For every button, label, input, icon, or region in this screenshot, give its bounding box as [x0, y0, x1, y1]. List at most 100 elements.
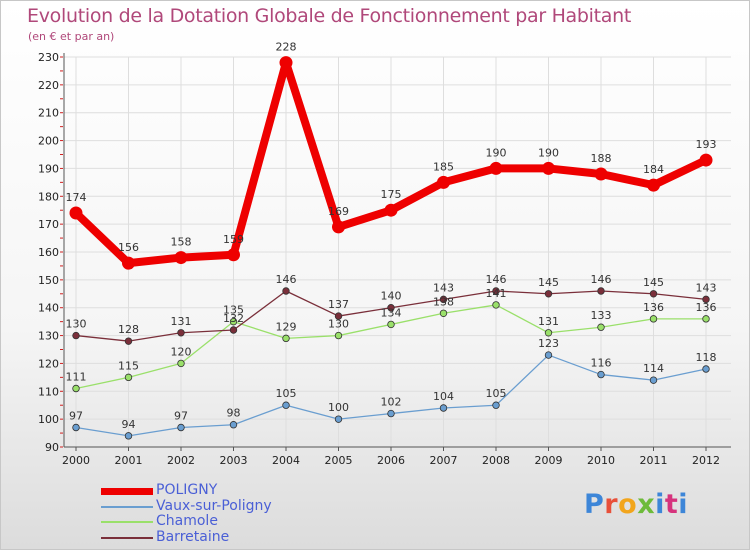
data-label: 175: [381, 188, 402, 201]
data-label: 129: [276, 320, 297, 333]
y-tick-label: 120: [38, 357, 59, 370]
data-label: 159: [223, 233, 244, 246]
data-label: 135: [223, 304, 244, 317]
data-point: [702, 315, 710, 323]
data-point: [647, 178, 660, 192]
data-point: [542, 161, 555, 175]
x-tick-label: 2003: [220, 454, 248, 467]
logo-letter: o: [618, 489, 638, 520]
x-tick-label: 2012: [692, 454, 720, 467]
data-point: [387, 409, 395, 418]
data-label: 190: [538, 146, 559, 159]
x-tick-label: 2002: [167, 454, 195, 467]
data-label: 131: [538, 315, 559, 328]
logo-letter: i: [678, 489, 689, 520]
legend-label: POLIGNY: [156, 482, 218, 498]
data-label: 143: [696, 281, 717, 294]
data-label: 97: [174, 410, 188, 423]
data-point: [544, 290, 553, 298]
data-point: [177, 423, 185, 432]
data-point: [649, 315, 658, 323]
legend-swatch: [101, 521, 153, 523]
data-label: 98: [227, 407, 241, 420]
data-label: 102: [381, 396, 402, 409]
data-label: 131: [171, 315, 192, 328]
data-label: 184: [643, 163, 664, 176]
data-point: [282, 287, 290, 295]
data-label: 130: [328, 318, 349, 331]
chart-title: Evolution de la Dotation Globale de Fonc…: [27, 5, 632, 27]
data-label: 114: [643, 362, 664, 375]
data-point: [387, 320, 395, 329]
data-label: 104: [433, 390, 454, 403]
data-point: [492, 287, 500, 295]
data-point: [437, 175, 450, 189]
legend-swatch: [101, 487, 153, 495]
data-label: 140: [381, 290, 402, 303]
data-point: [282, 401, 290, 409]
data-point: [229, 326, 238, 334]
data-label: 138: [433, 295, 454, 308]
data-point: [489, 161, 503, 175]
data-point: [124, 432, 133, 440]
x-tick-label: 2006: [377, 454, 405, 467]
data-point: [439, 295, 448, 304]
y-tick-label: 90: [45, 441, 59, 454]
data-point: [334, 331, 343, 340]
data-label: 118: [696, 351, 717, 364]
y-tick-label: 110: [38, 385, 59, 398]
data-label: 146: [276, 273, 297, 286]
x-tick-label: 2010: [587, 454, 615, 467]
data-label: 105: [276, 387, 297, 400]
data-label: 115: [118, 359, 139, 372]
data-point: [72, 423, 80, 432]
data-point: [177, 329, 185, 337]
data-point: [387, 304, 395, 312]
data-point: [332, 220, 345, 234]
data-point: [544, 329, 553, 337]
x-tick-label: 2008: [482, 454, 510, 467]
grid-lines: [64, 56, 731, 448]
data-point: [597, 323, 605, 331]
data-point: [229, 317, 238, 326]
legend-swatch: [101, 505, 153, 508]
data-label: 145: [538, 276, 559, 289]
data-label: 116: [591, 357, 612, 370]
y-tick-label: 140: [38, 302, 59, 315]
data-label: 190: [486, 146, 507, 159]
y-tick-label: 130: [38, 330, 59, 343]
x-tick-label: 2007: [430, 454, 458, 467]
logo-letter: i: [655, 489, 665, 520]
data-point: [492, 401, 500, 409]
x-tick-label: 2005: [325, 454, 353, 467]
y-tick-label: 230: [38, 51, 59, 64]
data-label: 169: [328, 205, 349, 218]
data-label: 193: [696, 138, 717, 151]
data-point: [227, 248, 240, 262]
y-tick-label: 210: [38, 107, 59, 120]
axes: 9010011012013014015016017018019020021022…: [38, 51, 731, 467]
data-label: 146: [486, 273, 507, 286]
data-point: [439, 404, 448, 412]
data-point: [702, 295, 710, 304]
data-point: [649, 376, 658, 384]
data-point: [594, 167, 608, 181]
y-tick-label: 150: [38, 274, 59, 287]
data-point: [229, 421, 238, 429]
y-tick-label: 160: [38, 246, 59, 259]
data-label: 158: [171, 236, 192, 249]
data-label: 133: [591, 309, 612, 322]
data-label: 228: [276, 41, 297, 54]
data-label: 136: [643, 301, 664, 314]
data-label: 123: [538, 337, 559, 350]
data-label: 120: [171, 345, 192, 358]
data-point: [439, 309, 448, 317]
data-label: 174: [66, 191, 87, 204]
data-point: [544, 351, 553, 359]
data-label: 105: [486, 387, 507, 400]
data-label: 130: [66, 318, 87, 331]
data-point: [124, 373, 133, 382]
data-point: [72, 331, 80, 340]
data-label: 185: [433, 160, 454, 173]
